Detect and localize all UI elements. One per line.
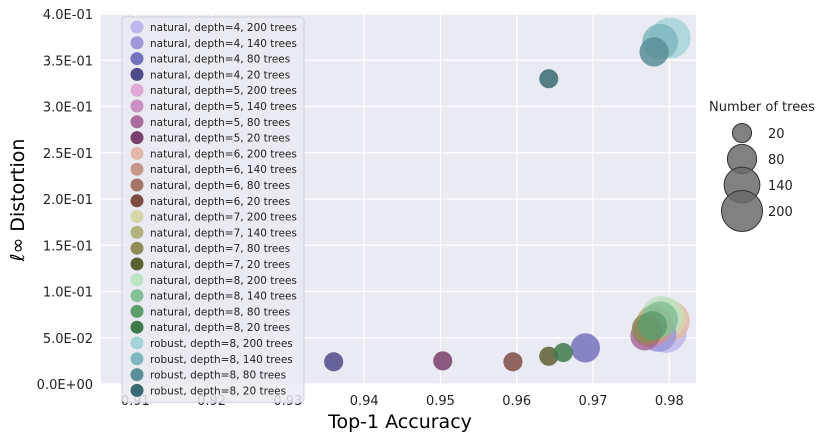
legend-marker bbox=[130, 146, 144, 160]
legend: natural, depth=4, 200 trees natural, dept… bbox=[121, 16, 305, 403]
y-axis-label: ℓ∞ Distortion bbox=[7, 139, 29, 263]
legend-label: natural, depth=5, 200 trees bbox=[150, 85, 297, 97]
legend-label: natural, depth=7, 140 trees bbox=[150, 227, 297, 239]
legend-marker bbox=[130, 115, 144, 129]
y-tick-label: 0.0E+00 bbox=[37, 378, 93, 393]
legend-label: natural, depth=6, 200 trees bbox=[150, 148, 297, 160]
legend-marker bbox=[130, 99, 144, 113]
legend-label: robust, depth=8, 20 trees bbox=[150, 385, 286, 397]
legend-label: natural, depth=8, 20 trees bbox=[150, 322, 290, 334]
size-legend-marker bbox=[721, 190, 763, 232]
legend-marker bbox=[130, 273, 144, 287]
y-tick-label: 4.0E-01 bbox=[43, 8, 93, 23]
size-legend-title: Number of trees bbox=[709, 100, 815, 115]
legend-marker bbox=[130, 131, 144, 145]
legend-marker bbox=[130, 36, 144, 50]
y-tick-label: 5.0E-02 bbox=[43, 332, 93, 347]
data-point bbox=[639, 37, 669, 67]
y-tick-label: 2.0E-01 bbox=[43, 193, 93, 208]
legend-marker bbox=[130, 225, 144, 239]
data-point bbox=[539, 69, 559, 89]
y-tick-label: 2.5E-01 bbox=[43, 147, 93, 162]
legend-marker bbox=[130, 194, 144, 208]
legend-marker bbox=[130, 83, 144, 97]
x-axis-label: Top-1 Accuracy bbox=[327, 411, 472, 433]
legend-marker bbox=[130, 20, 144, 34]
size-legend-label: 140 bbox=[768, 179, 793, 194]
legend-label: natural, depth=6, 80 trees bbox=[150, 180, 290, 192]
legend-label: natural, depth=5, 140 trees bbox=[150, 101, 297, 113]
legend-label: robust, depth=8, 200 trees bbox=[150, 338, 293, 350]
legend-marker bbox=[130, 52, 144, 66]
legend-label: natural, depth=5, 20 trees bbox=[150, 133, 290, 145]
legend-box bbox=[121, 16, 305, 403]
legend-label: natural, depth=7, 20 trees bbox=[150, 259, 290, 271]
legend-marker bbox=[130, 67, 144, 81]
data-point bbox=[433, 351, 453, 371]
size-legend-label: 200 bbox=[768, 205, 793, 220]
legend-label: robust, depth=8, 140 trees bbox=[150, 354, 293, 366]
y-axis-ticks: 0.0E+00 5.0E-02 1.0E-01 1.5E-01 2.0E-01 2.5E-… bbox=[37, 8, 93, 393]
y-tick-label: 3.5E-01 bbox=[43, 54, 93, 69]
legend-label: natural, depth=4, 20 trees bbox=[150, 69, 290, 81]
legend-marker bbox=[130, 162, 144, 176]
legend-marker bbox=[130, 289, 144, 303]
size-legend-label: 20 bbox=[768, 127, 785, 142]
legend-marker bbox=[130, 178, 144, 192]
x-tick-label: 0.96 bbox=[502, 394, 531, 409]
y-tick-label: 3.0E-01 bbox=[43, 101, 93, 116]
legend-label: robust, depth=8, 80 trees bbox=[150, 370, 286, 382]
data-points bbox=[324, 17, 691, 372]
data-point bbox=[570, 333, 601, 363]
legend-marker bbox=[130, 257, 144, 271]
legend-marker bbox=[130, 241, 144, 255]
legend-marker bbox=[130, 210, 144, 224]
x-tick-label: 0.97 bbox=[579, 394, 608, 409]
legend-label: natural, depth=6, 20 trees bbox=[150, 196, 290, 208]
legend-marker bbox=[130, 352, 144, 366]
legend-label: natural, depth=8, 80 trees bbox=[150, 306, 290, 318]
y-tick-label: 1.0E-01 bbox=[43, 286, 93, 301]
data-point bbox=[324, 352, 344, 372]
data-point bbox=[503, 352, 523, 372]
legend-marker bbox=[130, 336, 144, 350]
legend-label: natural, depth=7, 80 trees bbox=[150, 243, 290, 255]
legend-marker bbox=[130, 304, 144, 318]
size-legend-marker bbox=[731, 122, 753, 144]
x-tick-label: 0.98 bbox=[655, 394, 684, 409]
x-tick-label: 0.95 bbox=[426, 394, 455, 409]
x-tick-label: 0.94 bbox=[350, 394, 379, 409]
data-point bbox=[553, 342, 573, 363]
legend-marker bbox=[130, 320, 144, 334]
legend-label: natural, depth=4, 200 trees bbox=[150, 22, 297, 34]
legend-marker bbox=[130, 383, 144, 397]
legend-label: natural, depth=8, 200 trees bbox=[150, 275, 297, 287]
legend-label: natural, depth=8, 140 trees bbox=[150, 291, 297, 303]
size-legend-label: 80 bbox=[768, 153, 785, 168]
legend-label: natural, depth=7, 200 trees bbox=[150, 212, 297, 224]
legend-label: natural, depth=5, 80 trees bbox=[150, 117, 290, 129]
y-tick-label: 1.5E-01 bbox=[43, 239, 93, 254]
data-point bbox=[539, 346, 559, 366]
legend-marker bbox=[130, 368, 144, 382]
legend-label: natural, depth=4, 80 trees bbox=[150, 54, 290, 66]
data-point bbox=[637, 311, 668, 341]
legend-label: natural, depth=4, 140 trees bbox=[150, 38, 297, 50]
size-legend: Number of trees 20 80 140 200 bbox=[709, 100, 815, 232]
legend-label: natural, depth=6, 140 trees bbox=[150, 164, 297, 176]
